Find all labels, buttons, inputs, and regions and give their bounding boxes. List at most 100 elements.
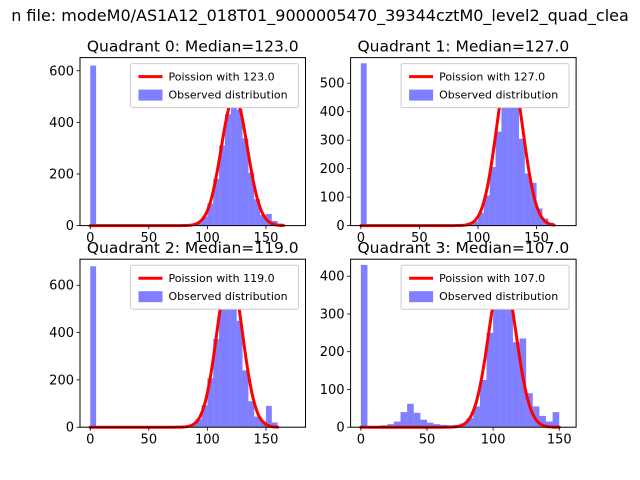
x-tick-label: 150 <box>524 231 549 246</box>
legend-patch-sample <box>409 89 434 101</box>
axes-spines <box>79 258 306 428</box>
legend-box <box>400 63 570 109</box>
histogram-bar <box>248 401 255 428</box>
histogram-bar <box>201 405 208 428</box>
histogram-bar <box>271 422 278 428</box>
x-tick-label: 0 <box>357 433 365 448</box>
histogram-bar <box>248 172 255 226</box>
quadrant-0-axes: 0 50 100 150 0 200 400 600 Quadrant 0: Median=12… <box>49 38 306 246</box>
legend-box <box>130 63 299 109</box>
y-tick-label: 0 <box>336 421 344 436</box>
histogram-bar <box>254 199 261 226</box>
quadrant-2-axes: 0 50 100 150 0 200 400 600 Quadrant 2: Median=11… <box>49 239 306 448</box>
legend-label-observed: Observed distribution <box>439 290 558 303</box>
y-tick-label: 600 <box>49 64 74 79</box>
histogram-bar <box>224 274 231 428</box>
histogram-bar <box>201 216 208 226</box>
y-tick-label: 0 <box>66 219 74 234</box>
x-tick-label: 50 <box>141 231 158 246</box>
y-tick-label: 0 <box>336 219 344 234</box>
histogram-bar <box>526 393 533 428</box>
histogram-bar <box>260 215 266 226</box>
subplot-title: Quadrant 3: Median=107.0 <box>357 239 569 257</box>
histogram-bar <box>539 415 547 428</box>
histogram-bar <box>407 403 414 428</box>
quadrant-1-axes: 0 50 100 150 0 100 200 300 400 500 Quadrant 1: Med… <box>320 38 577 246</box>
histogram-bar <box>90 266 97 428</box>
y-tick-label: 100 <box>320 383 345 398</box>
histogram-bar <box>506 302 513 428</box>
x-tick-label: 100 <box>481 433 506 448</box>
histogram-bar <box>195 419 202 428</box>
y-tick-label: 600 <box>49 279 74 294</box>
histogram-bar <box>472 221 478 226</box>
axes-spines <box>350 57 577 227</box>
histogram-bar <box>219 145 225 226</box>
y-tick-label: 400 <box>320 105 345 120</box>
x-tick-label: 150 <box>254 231 279 246</box>
y-tick-label: 0 <box>66 421 74 436</box>
figure-title: n file: modeM0/AS1A12_018T01_9000005470_… <box>11 6 629 25</box>
legend-label-poisson: Poission with 107.0 <box>439 272 545 285</box>
legend-box <box>130 264 299 310</box>
histogram-bar <box>473 406 480 428</box>
y-tick-label: 100 <box>320 191 345 206</box>
axes-spines <box>350 258 577 428</box>
histogram-bar <box>420 419 427 428</box>
histogram-bar <box>433 424 441 428</box>
histogram-bar <box>426 422 434 428</box>
histogram-bar <box>236 320 243 428</box>
legend: Poission with 127.0 Observed distribution <box>400 63 570 109</box>
y-tick-label: 300 <box>320 307 345 322</box>
y-tick-label: 200 <box>320 162 345 177</box>
x-tick-label: 0 <box>86 433 94 448</box>
y-tick-label: 300 <box>320 134 345 149</box>
subplot-title: Quadrant 0: Median=123.0 <box>87 38 299 56</box>
observed-distribution-bars <box>360 63 555 226</box>
histogram-bar <box>242 370 249 428</box>
histogram-bar <box>524 173 531 226</box>
histogram-bar <box>90 65 97 226</box>
histogram-bar <box>413 412 421 428</box>
axes-spines <box>79 57 306 227</box>
histogram-bar <box>479 380 487 428</box>
histogram-bar <box>477 212 484 226</box>
x-tick-label: 100 <box>195 231 220 246</box>
histogram-bar <box>466 418 474 428</box>
legend: Poission with 119.0 Observed distribution <box>130 264 299 310</box>
x-tick-label: 50 <box>411 231 428 246</box>
histogram-bar <box>207 378 214 428</box>
histogram-bar <box>518 138 525 226</box>
histogram-bar <box>499 272 507 428</box>
x-tick-label: 50 <box>141 433 158 448</box>
legend-label-observed: Observed distribution <box>169 89 288 102</box>
y-tick-label: 500 <box>320 77 345 92</box>
histogram-bar <box>393 421 401 428</box>
histogram-bar <box>213 338 220 428</box>
y-tick-label: 200 <box>320 345 345 360</box>
legend-label-observed: Observed distribution <box>169 290 288 303</box>
histogram-bar <box>360 264 368 428</box>
x-tick-label: 50 <box>419 433 436 448</box>
histogram-bar <box>207 203 214 226</box>
x-tick-label: 0 <box>357 231 365 246</box>
histogram-bar <box>489 166 496 226</box>
x-tick-label: 0 <box>86 231 94 246</box>
histogram-bar <box>486 332 494 428</box>
histogram-bar <box>513 106 519 226</box>
y-tick-label: 400 <box>320 270 345 285</box>
x-tick-label: 150 <box>254 433 279 448</box>
histogram-bar <box>360 63 367 226</box>
histogram-bar <box>400 412 408 428</box>
histogram-bar <box>230 281 237 428</box>
histogram-bar <box>532 406 540 428</box>
histogram-bar <box>530 182 537 226</box>
x-tick-label: 100 <box>466 231 491 246</box>
histogram-bar <box>536 208 543 226</box>
legend: Poission with 123.0 Observed distribution <box>130 63 299 109</box>
histogram-bar <box>512 342 520 428</box>
histogram-bar <box>265 405 272 428</box>
histogram-bar <box>507 91 514 226</box>
